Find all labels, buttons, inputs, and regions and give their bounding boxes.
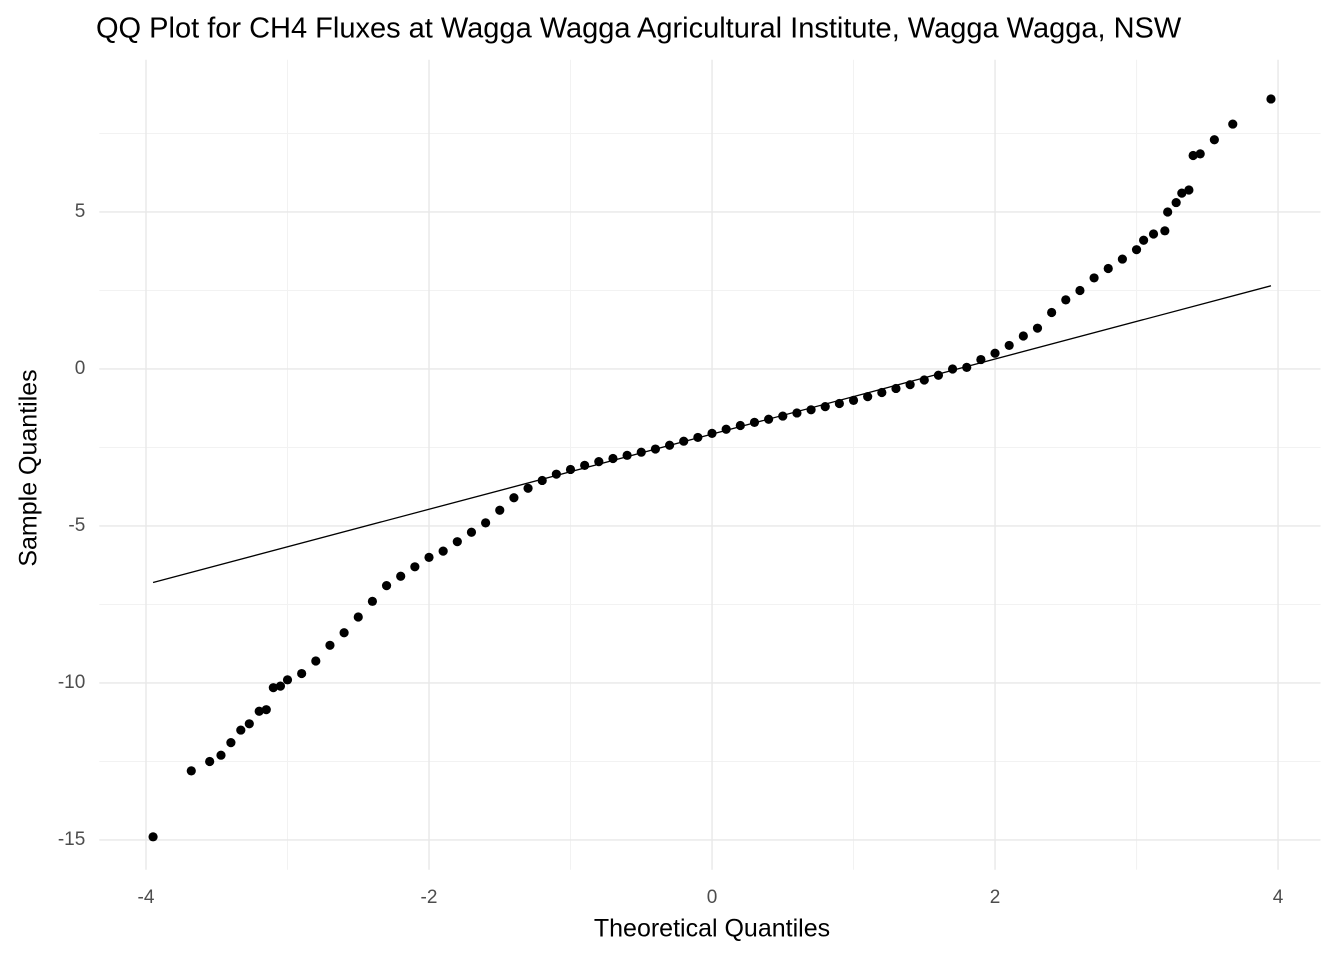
point [236,725,246,735]
point [664,440,675,450]
point [863,392,873,402]
point [537,475,547,486]
point [1228,119,1238,129]
point [205,756,215,767]
point [186,766,196,776]
point [1266,94,1276,104]
point [622,450,632,460]
point [636,447,646,457]
point [1184,185,1194,195]
point [367,596,378,606]
point [325,640,335,650]
point [1117,254,1127,264]
point [962,362,972,373]
point [891,383,901,394]
x-tick-label: 0 [707,887,718,908]
point [848,395,859,405]
point [650,444,661,454]
point [919,375,929,385]
point [565,464,576,475]
point [806,405,816,415]
point [990,348,1000,358]
point [282,675,293,685]
point [1148,229,1159,239]
point [551,469,561,479]
point [749,417,760,427]
point [381,581,392,591]
point [877,387,887,398]
point [297,668,307,679]
point [353,612,363,622]
point [608,453,618,464]
point [1188,150,1198,161]
point [1075,285,1085,296]
point [523,483,533,493]
point [580,460,590,470]
point [452,537,462,547]
point [1139,235,1149,245]
x-tick-label: 4 [1273,887,1284,908]
point [1195,149,1205,159]
point [1131,245,1142,255]
point [216,750,226,760]
point [933,370,944,380]
point [735,420,745,431]
point [410,562,420,572]
point [764,414,774,424]
x-axis-title: Theoretical Quantiles [594,915,830,943]
point [424,552,434,562]
point [679,436,689,446]
point [311,656,321,666]
x-tick-label: -2 [421,887,438,908]
point [261,705,271,715]
point [905,380,915,390]
point [481,518,491,528]
point [339,628,349,638]
x-tick-label: 2 [990,887,1001,908]
point [1032,323,1043,333]
chart-title: QQ Plot for CH4 Fluxes at Wagga Wagga Ag… [96,13,1182,45]
x-tick-label: -4 [138,887,155,908]
point [148,832,158,842]
y-tick-label: 0 [75,358,86,379]
point [396,571,406,581]
point [1160,226,1170,236]
point [834,398,844,409]
point [509,493,519,503]
point [1163,207,1173,217]
point [1047,307,1057,318]
point [976,354,986,365]
point [1018,331,1028,341]
point [1177,188,1187,198]
point [792,408,802,418]
y-tick-label: 5 [75,201,86,222]
point [1004,340,1014,351]
point [438,546,448,556]
point [778,411,788,421]
point [1171,197,1181,208]
y-tick-label: -10 [58,672,85,693]
y-axis-title: Sample Quantiles [15,369,43,566]
point [244,719,254,729]
point [466,527,477,537]
point [820,402,830,412]
point [947,364,958,374]
point [495,505,505,515]
point [1089,273,1099,283]
y-tick-label: -15 [58,829,85,850]
point [1103,263,1113,274]
point [594,457,604,467]
point [268,683,278,693]
point [1061,295,1071,305]
point [1209,135,1219,145]
point [254,706,264,716]
point [275,681,286,691]
point [693,432,703,443]
point [707,428,717,438]
point [721,424,731,434]
y-tick-label: -5 [68,515,85,536]
point [226,738,236,748]
